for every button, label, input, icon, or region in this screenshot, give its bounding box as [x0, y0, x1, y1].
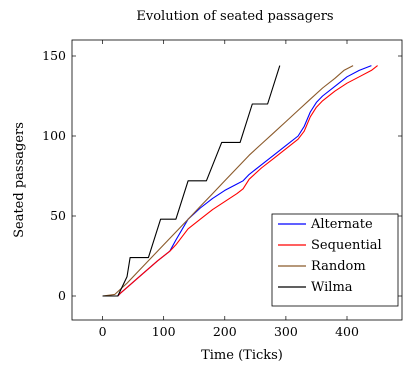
y-tick-label: 50 [50, 208, 66, 223]
x-tick-label: 200 [213, 324, 237, 339]
legend: Alternate Sequential Random Wilma [271, 213, 399, 307]
legend-label-alternate: Alternate [310, 217, 373, 232]
y-tick-label: 100 [42, 128, 66, 143]
legend-label-wilma: Wilma [311, 280, 353, 295]
chart-title: Evolution of seated passagers [136, 9, 333, 24]
y-tick-label: 0 [58, 288, 66, 303]
x-tick-label: 100 [152, 324, 176, 339]
legend-label-random: Random [311, 259, 366, 274]
series-line-wilma [102, 65, 281, 297]
x-axis: 0 100 200 300 400 [99, 40, 359, 339]
series-line-sequential [102, 65, 378, 297]
legend-box [271, 213, 399, 307]
x-tick-label: 400 [335, 324, 359, 339]
y-axis-label: Seated passagers [12, 122, 27, 238]
x-tick-label: 0 [99, 324, 107, 339]
x-tick-label: 300 [274, 324, 298, 339]
series-line-random [102, 65, 354, 297]
plot-frame [71, 39, 403, 321]
plot-area [102, 65, 378, 297]
y-axis: 0 50 100 150 [42, 48, 402, 303]
legend-label-sequential: Sequential [311, 238, 382, 253]
x-axis-label: Time (Ticks) [201, 348, 283, 363]
y-tick-label: 150 [42, 48, 66, 63]
